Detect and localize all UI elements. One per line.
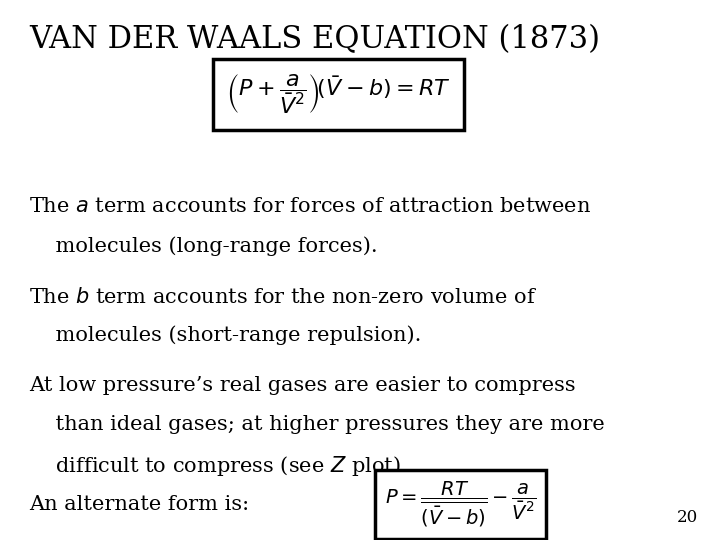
Text: 20: 20 bbox=[677, 510, 698, 526]
Text: The $a$ term accounts for forces of attraction between: The $a$ term accounts for forces of attr… bbox=[29, 197, 591, 216]
Text: At low pressure’s real gases are easier to compress: At low pressure’s real gases are easier … bbox=[29, 376, 575, 395]
Text: $\left( P + \dfrac{a}{\bar{V}^{2}} \right)\!\left( \bar{V} - b \right) = RT$: $\left( P + \dfrac{a}{\bar{V}^{2}} \righ… bbox=[226, 73, 451, 116]
Text: The $b$ term accounts for the non-zero volume of: The $b$ term accounts for the non-zero v… bbox=[29, 287, 537, 307]
Text: than ideal gases; at higher pressures they are more: than ideal gases; at higher pressures th… bbox=[29, 415, 605, 434]
Text: VAN DER WAALS EQUATION (1873): VAN DER WAALS EQUATION (1873) bbox=[29, 24, 600, 55]
Text: An alternate form is:: An alternate form is: bbox=[29, 495, 249, 514]
Text: molecules (long-range forces).: molecules (long-range forces). bbox=[29, 236, 377, 255]
Text: $P = \dfrac{RT}{\overline{(\bar{V} - b)}} - \dfrac{a}{\bar{V}^{2}}$: $P = \dfrac{RT}{\overline{(\bar{V} - b)}… bbox=[385, 480, 536, 529]
Text: molecules (short-range repulsion).: molecules (short-range repulsion). bbox=[29, 326, 421, 345]
Text: difficult to compress (see $Z$ plot).: difficult to compress (see $Z$ plot). bbox=[29, 454, 407, 478]
